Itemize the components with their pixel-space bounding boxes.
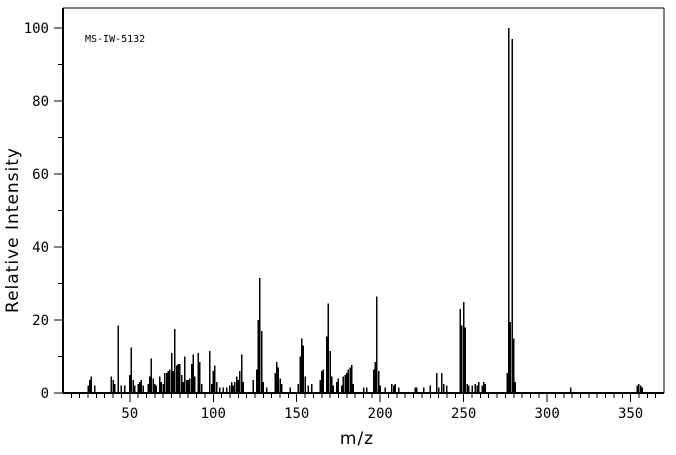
y-tick-label: 40 — [32, 240, 49, 256]
y-axis-tick-labels: 0 20 40 60 80 100 — [24, 21, 49, 402]
x-tick-label: 150 — [284, 406, 309, 422]
y-axis-ticks — [54, 27, 63, 394]
x-tick-label: 100 — [201, 406, 226, 422]
y-axis-label: Relative Intensity — [3, 147, 23, 313]
x-axis-ticks — [70, 393, 657, 402]
y-tick-label: 20 — [32, 313, 49, 329]
x-tick-label: 200 — [368, 406, 393, 422]
x-axis-label: m/z — [340, 429, 374, 449]
x-tick-label: 300 — [534, 406, 559, 422]
y-tick-label: 60 — [32, 167, 49, 183]
y-tick-label: 80 — [32, 94, 49, 110]
x-tick-label: 50 — [121, 406, 138, 422]
x-axis-tick-labels: 50 100 150 200 250 300 350 — [121, 406, 643, 422]
spectrum-peaks — [87, 28, 644, 392]
annotation-label: MS-IW-5132 — [85, 34, 145, 45]
plot-background — [63, 8, 664, 393]
x-tick-label: 250 — [451, 406, 476, 422]
y-tick-label: 0 — [41, 386, 49, 402]
y-tick-label: 100 — [24, 21, 49, 37]
x-tick-label: 350 — [618, 406, 643, 422]
